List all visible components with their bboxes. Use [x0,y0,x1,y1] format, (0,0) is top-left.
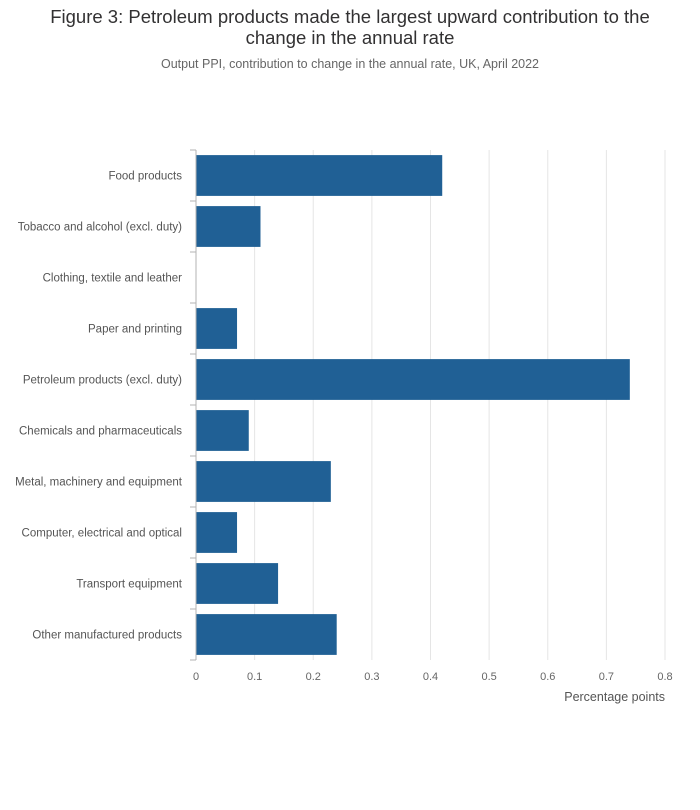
bar [196,512,238,553]
x-tick-label: 0.8 [657,671,672,683]
x-tick-label: 0.5 [481,671,496,683]
x-tick-label: 0.2 [306,671,321,683]
category-label: Transport equipment [76,579,182,591]
x-tick-label: 0.7 [599,671,614,683]
chart-title: Figure 3: Petroleum products made the la… [50,6,650,48]
x-tick-label: 0.3 [364,671,379,683]
bar [196,308,238,349]
x-tick-label: 0.6 [540,671,555,683]
bar [196,155,443,196]
bar [196,614,337,655]
category-label: Metal, machinery and equipment [15,477,183,489]
category-label: Other manufactured products [32,630,182,642]
chart-subtitle: Output PPI, contribution to change in th… [160,57,540,71]
bar [196,206,261,247]
category-label: Tobacco and alcohol (excl. duty) [18,222,182,234]
category-label: Paper and printing [88,324,182,336]
x-axis-title: Percentage points [564,690,665,704]
x-tick-label: 0.1 [247,671,262,683]
category-label: Clothing, textile and leather [43,273,183,285]
category-label: Food products [108,171,182,183]
bar [196,359,630,400]
axes [190,149,197,661]
category-label: Chemicals and pharmaceuticals [19,426,182,438]
x-tick-label: 0.4 [423,671,438,683]
bar [196,563,279,604]
gridlines [254,150,666,660]
bars [196,155,630,655]
labels: 0 0.1 0.2 0.3 0.4 0.5 0.6 0.7 0.8 Food products To… [15,171,672,684]
bar [196,410,249,451]
x-tick-label: 0 [193,671,199,683]
category-label: Petroleum products (excl. duty) [23,375,182,387]
bar [196,461,331,502]
category-label: Computer, electrical and optical [22,528,182,540]
